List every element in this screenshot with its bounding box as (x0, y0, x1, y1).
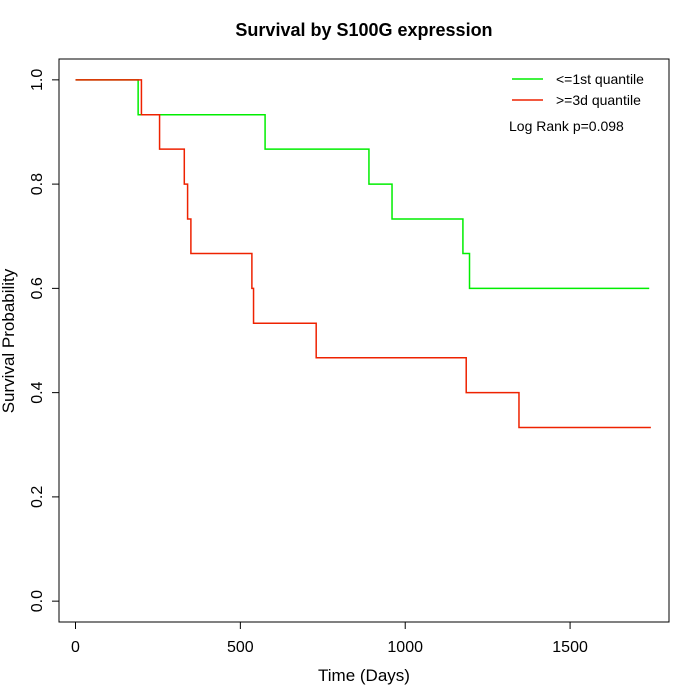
x-axis: 0 500 1000 1500 (71, 621, 588, 656)
y-axis-label: Survival Probability (0, 268, 18, 413)
y-tick-label: 0.6 (29, 277, 46, 299)
x-tick-label: 1500 (552, 639, 588, 656)
x-tick-label: 500 (227, 639, 254, 656)
plot-frame (58, 58, 670, 623)
x-tick-label: 1000 (387, 639, 423, 656)
survival-curves (75, 79, 651, 429)
x-tick-label: 0 (71, 639, 80, 656)
legend: <=1st quantile >=3d quantile (512, 71, 644, 108)
survival-curve-2 (75, 79, 651, 429)
y-tick-label: 0.0 (29, 590, 46, 612)
chart-title: Survival by S100G expression (235, 20, 492, 40)
y-tick-label: 0.4 (29, 381, 46, 403)
x-axis-label: Time (Days) (318, 666, 410, 685)
y-tick-label: 0.8 (29, 173, 46, 195)
log-rank-annotation: Log Rank p=0.098 (509, 118, 624, 134)
y-tick-label: 1.0 (29, 69, 46, 91)
survival-curve-1 (75, 79, 650, 290)
y-axis: 0.0 0.2 0.4 0.6 0.8 1.0 (29, 69, 60, 612)
legend-label: <=1st quantile (556, 71, 644, 87)
y-tick-label: 0.2 (29, 486, 46, 508)
legend-label: >=3d quantile (556, 92, 641, 108)
